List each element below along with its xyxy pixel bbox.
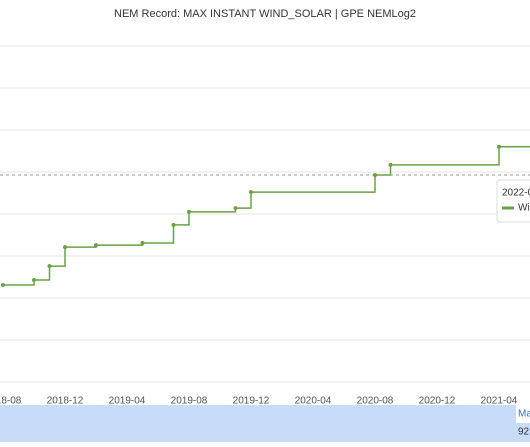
point [1, 282, 5, 287]
point [497, 144, 501, 149]
x-tick-label: 2019-08 [171, 396, 208, 407]
x-tick-label: 2019-12 [233, 396, 270, 407]
table-cell [516, 405, 530, 423]
plot-area: 2018-08 2018-12 2019-04 2019-08 2019-12 2020-… [0, 45, 530, 407]
point [32, 277, 36, 282]
point [233, 206, 238, 211]
table-header: Ma [518, 409, 530, 420]
point [47, 264, 52, 269]
x-tick-label: 2021-04 [481, 396, 518, 407]
table-value: 92 [518, 427, 530, 438]
x-tick-label: 2020-08 [357, 396, 394, 407]
tooltip-box [496, 179, 530, 223]
x-tick-label: 2020-12 [419, 396, 456, 407]
tooltip: 2022-0 Wi [496, 179, 530, 223]
tooltip-title: 2022-0 [502, 188, 530, 199]
x-tick-label: 2018-12 [47, 396, 84, 407]
chart-title: NEM Record: MAX INSTANT WIND_SOLAR | GPE… [114, 8, 416, 20]
x-tick-label: 2018-08 [0, 396, 22, 407]
point [187, 209, 191, 214]
point [388, 162, 393, 167]
x-tick-label: 2020-04 [295, 396, 332, 407]
table-band [0, 405, 530, 442]
x-tick-label: 2019-04 [109, 396, 146, 407]
point [140, 240, 145, 245]
point [171, 222, 176, 227]
data-table: Ma 92 [0, 405, 530, 442]
point [249, 190, 253, 195]
point [94, 243, 98, 248]
series-line [3, 146, 530, 286]
point [63, 245, 67, 250]
tooltip-series: Wi [518, 203, 530, 214]
point [373, 172, 377, 177]
